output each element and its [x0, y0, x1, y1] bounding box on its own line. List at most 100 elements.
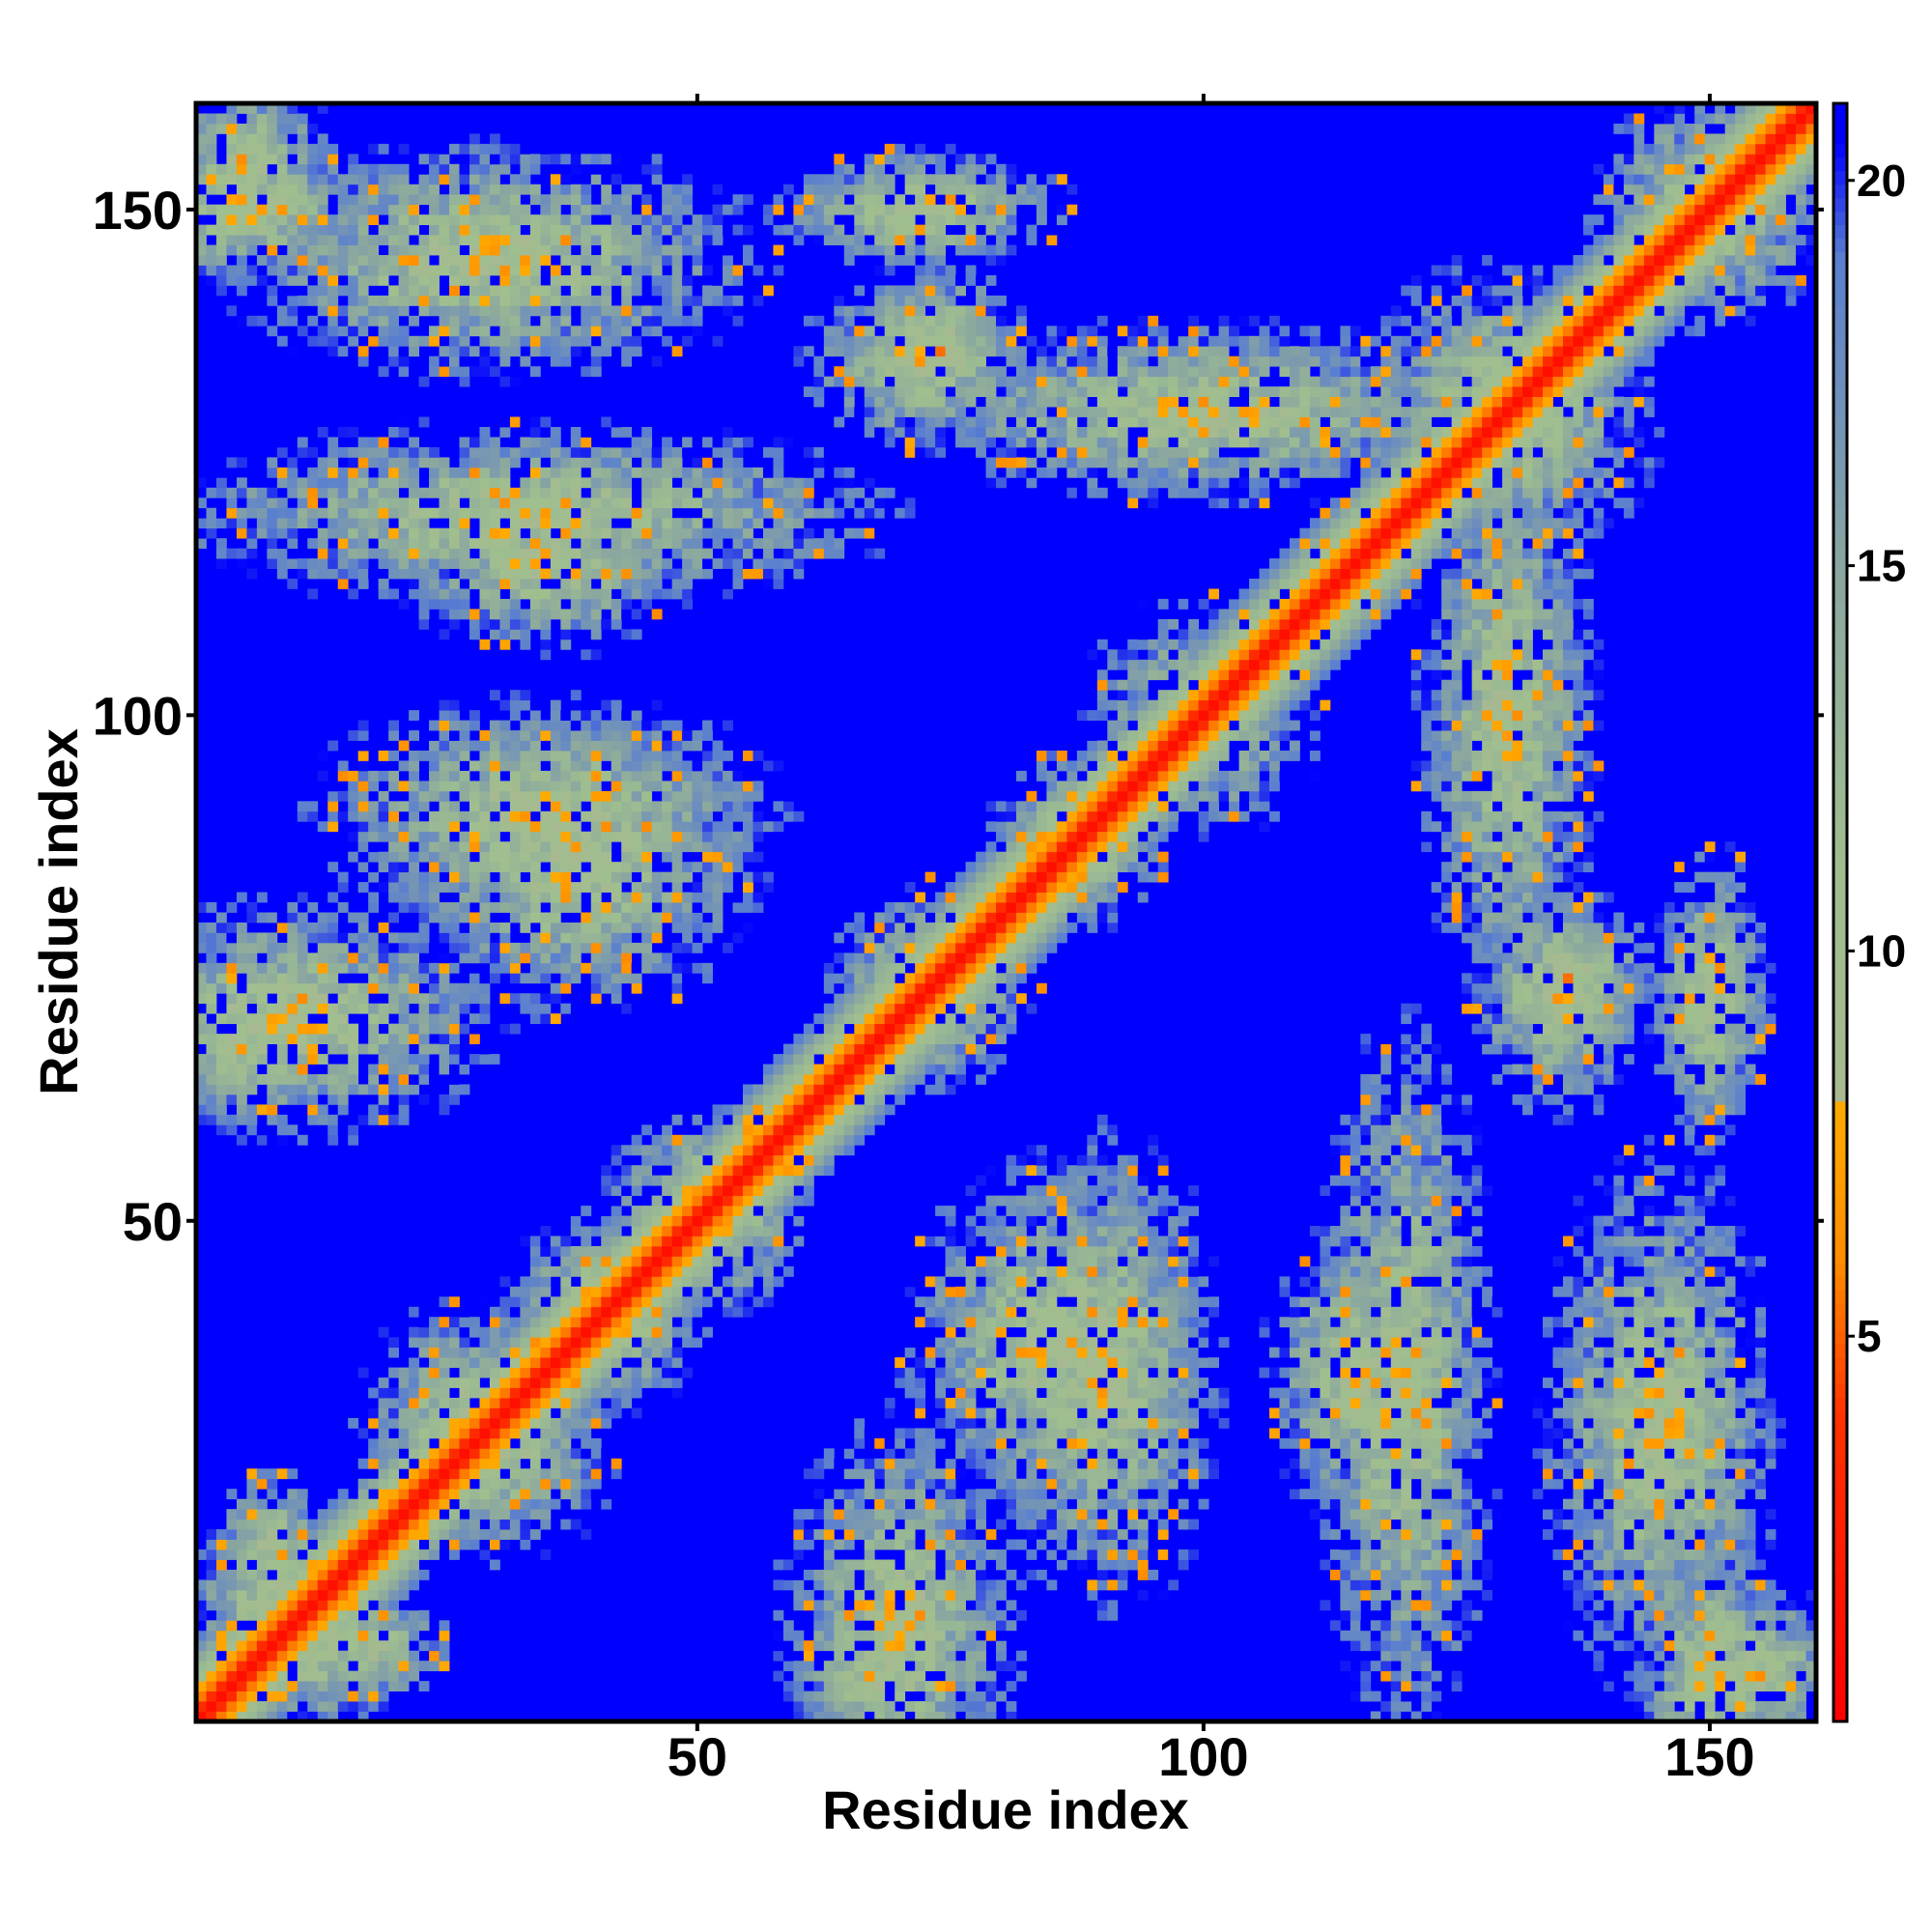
heatmap-cell	[327, 1670, 339, 1682]
heatmap-cell	[823, 1690, 835, 1702]
heatmap-cell	[348, 1064, 359, 1075]
heatmap-cell	[843, 1064, 855, 1075]
heatmap-cell	[459, 204, 470, 215]
heatmap-cell	[215, 1104, 227, 1116]
heatmap-cell	[742, 1206, 753, 1216]
heatmap-cell	[651, 487, 663, 498]
heatmap-cell	[348, 962, 359, 974]
heatmap-cell	[418, 1681, 430, 1691]
heatmap-cell	[611, 1347, 622, 1358]
heatmap-cell	[287, 922, 298, 933]
heatmap-cell	[742, 1134, 753, 1146]
heatmap-cell	[479, 810, 491, 822]
heatmap-cell	[682, 235, 693, 245]
heatmap-cell	[529, 305, 541, 317]
heatmap-cell	[793, 497, 805, 509]
heatmap-cell	[631, 801, 642, 812]
heatmap-cell	[429, 1347, 440, 1358]
heatmap-cell	[409, 538, 419, 550]
heatmap-cell	[449, 579, 460, 589]
heatmap-cell	[409, 1023, 419, 1035]
heatmap-cell	[196, 477, 207, 489]
heatmap-cell	[723, 1154, 733, 1166]
heatmap-cell	[409, 801, 419, 812]
heatmap-cell	[226, 982, 238, 994]
heatmap-cell	[276, 1124, 288, 1136]
heatmap-cell	[560, 841, 572, 853]
heatmap-cell	[529, 730, 541, 741]
heatmap-cell	[439, 265, 450, 276]
heatmap-cell	[357, 487, 369, 498]
heatmap-cell	[682, 790, 693, 802]
heatmap-cell	[388, 487, 400, 498]
heatmap-cell	[215, 1701, 227, 1712]
heatmap-cell	[479, 841, 491, 853]
heatmap-cell	[368, 1043, 380, 1055]
heatmap-cell	[267, 1084, 278, 1095]
heatmap-cell	[712, 1124, 724, 1136]
heatmap-cell	[479, 1478, 491, 1490]
heatmap-cell	[823, 1094, 835, 1105]
heatmap-cell	[499, 477, 511, 489]
heatmap-cell	[540, 751, 552, 761]
heatmap-cell	[479, 1043, 491, 1055]
heatmap-cell	[429, 1529, 440, 1540]
heatmap-cell	[287, 1579, 298, 1591]
heatmap-cell	[388, 862, 400, 873]
heatmap-cell	[529, 1387, 541, 1399]
heatmap-cell	[509, 244, 521, 256]
heatmap-cell	[449, 518, 460, 529]
heatmap-cell	[529, 437, 541, 448]
heatmap-cell	[215, 244, 227, 256]
heatmap-cell	[590, 770, 602, 781]
heatmap-cell	[682, 831, 693, 842]
heatmap-cell	[631, 982, 642, 994]
heatmap-cell	[449, 366, 460, 378]
heatmap-cell	[773, 507, 784, 519]
heatmap-cell	[449, 346, 460, 357]
heatmap-cell	[560, 821, 572, 833]
heatmap-cell	[348, 1134, 359, 1146]
heatmap-cell	[843, 1609, 855, 1621]
heatmap-cell	[813, 1034, 825, 1044]
heatmap-cell	[762, 538, 774, 550]
heatmap-cell	[439, 882, 450, 893]
heatmap-cell	[409, 781, 419, 792]
heatmap-cell	[581, 274, 592, 286]
heatmap-cell	[581, 790, 592, 802]
heatmap-cell	[348, 326, 359, 337]
heatmap-cell	[439, 457, 450, 469]
heatmap-cell	[449, 810, 460, 822]
heatmap-cell	[712, 285, 724, 297]
heatmap-cell	[692, 326, 703, 337]
heatmap-cell	[723, 244, 733, 256]
heatmap-cell	[489, 1357, 500, 1368]
heatmap-cell	[712, 204, 724, 215]
heatmap-cell	[378, 487, 389, 498]
heatmap-cell	[570, 1478, 582, 1490]
heatmap-cell	[823, 1529, 835, 1540]
heatmap-cell	[327, 1064, 339, 1075]
heatmap-cell	[307, 1084, 319, 1095]
heatmap-cell	[570, 1206, 582, 1216]
heatmap-cell	[429, 871, 440, 883]
heatmap-cell	[449, 942, 460, 953]
heatmap-cell	[276, 1003, 288, 1014]
heatmap-cell	[813, 1640, 825, 1652]
heatmap-cell	[601, 315, 612, 327]
heatmap-cell	[489, 598, 500, 610]
heatmap-cell	[529, 740, 541, 752]
heatmap-cell	[388, 982, 400, 994]
heatmap-cell	[854, 1701, 866, 1712]
heatmap-cell	[540, 1003, 552, 1014]
heatmap-cell	[641, 244, 653, 256]
heatmap-cell	[631, 942, 642, 953]
heatmap-cell	[307, 1600, 319, 1611]
heatmap-cell	[529, 194, 541, 206]
heatmap-cell	[439, 982, 450, 994]
heatmap-cell	[418, 1509, 430, 1520]
heatmap-cell	[398, 598, 410, 610]
heatmap-cell	[348, 467, 359, 478]
heatmap-cell	[449, 235, 460, 245]
